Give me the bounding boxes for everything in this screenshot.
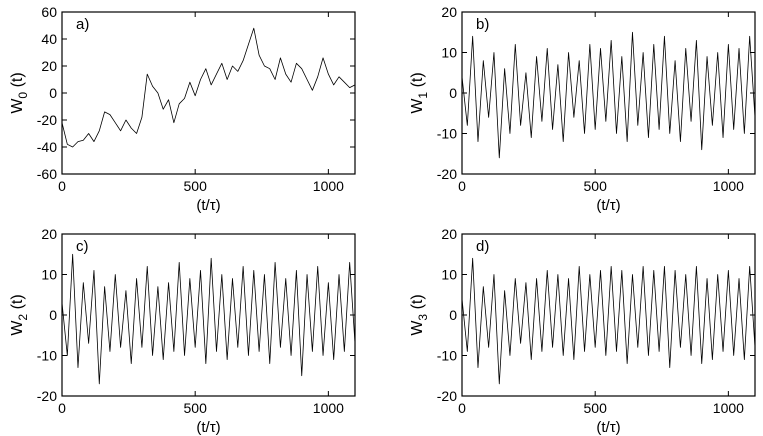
series-line (62, 253, 355, 385)
series-line (462, 257, 755, 385)
panel-label: d) (476, 238, 489, 255)
y-tick-label: 10 (41, 267, 57, 283)
y-tick-label: -10 (437, 348, 457, 364)
axes-frame (461, 11, 756, 175)
x-tick-label: 1000 (313, 400, 344, 416)
y-tick-label: 40 (41, 31, 57, 47)
x-tick-label: 500 (584, 400, 608, 416)
y-tick-label: 10 (441, 45, 457, 61)
y-tick-label: 0 (49, 307, 57, 323)
x-axis-label: (t/τ) (596, 419, 620, 436)
x-tick-label: 500 (584, 178, 608, 194)
y-tick-label: 20 (441, 4, 457, 20)
y-tick-label: -20 (37, 112, 57, 128)
panel-3: 0 500 1000 -20 -10 0 10 20 c) (t/τ) W2 (t) (9, 226, 356, 436)
y-axis-label: W1 (t) (409, 72, 430, 113)
axes-frame (61, 11, 356, 175)
x-axis-label: (t/τ) (196, 197, 220, 214)
y-tick-label: 10 (441, 267, 457, 283)
series-line (62, 27, 355, 148)
y-tick-label: -10 (437, 126, 457, 142)
y-tick-label: 0 (49, 85, 57, 101)
y-tick-label: -20 (37, 388, 57, 404)
series-line (462, 31, 755, 159)
y-tick-label: 0 (449, 307, 457, 323)
x-tick-label: 0 (458, 178, 466, 194)
y-tick-label: 20 (441, 226, 457, 242)
y-axis-label: W3 (t) (409, 294, 430, 335)
panel-label: a) (76, 16, 89, 33)
x-axis-label: (t/τ) (596, 197, 620, 214)
x-tick-label: 500 (184, 178, 208, 194)
panel-2: 0 500 1000 -20 -10 0 10 20 b) (t/τ) W1 (t) (409, 4, 756, 214)
x-tick-label: 0 (458, 400, 466, 416)
x-tick-label: 0 (58, 178, 66, 194)
y-tick-label: -60 (37, 166, 57, 182)
y-tick-label: 20 (41, 58, 57, 74)
x-tick-label: 500 (184, 400, 208, 416)
x-tick-label: 1000 (713, 178, 744, 194)
x-tick-label: 1000 (313, 178, 344, 194)
y-tick-label: -40 (37, 139, 57, 155)
panel-label: c) (76, 238, 89, 255)
x-tick-label: 0 (58, 400, 66, 416)
y-axis-label: W2 (t) (9, 294, 30, 335)
y-tick-label: 0 (449, 85, 457, 101)
panel-label: b) (476, 16, 489, 33)
y-tick-label: 20 (41, 226, 57, 242)
y-tick-label: -20 (437, 166, 457, 182)
y-tick-label: -10 (37, 348, 57, 364)
x-tick-label: 1000 (713, 400, 744, 416)
y-axis-label: W0 (t) (9, 72, 30, 113)
y-tick-label: -20 (437, 388, 457, 404)
y-tick-label: 60 (41, 4, 57, 20)
panel-4: 0 500 1000 -20 -10 0 10 20 d) (t/τ) W3 (t) (409, 226, 756, 436)
x-axis-label: (t/τ) (196, 419, 220, 436)
panel-1: 0 500 1000 -60 -40 -20 0 20 40 60 a) (t/τ) W0 (t) (9, 4, 356, 214)
